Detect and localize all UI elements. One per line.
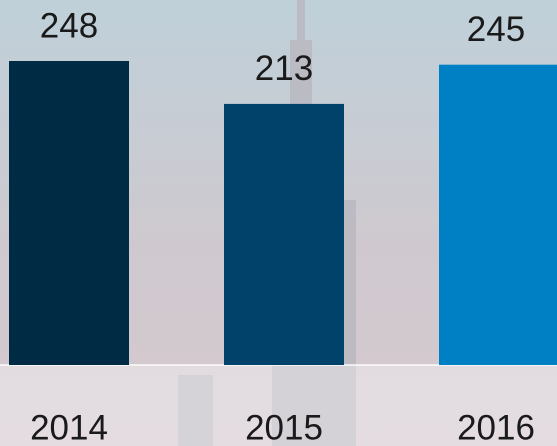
value-label: 248 (40, 6, 98, 45)
category-label: 2016 (457, 408, 535, 446)
value-label: 213 (255, 49, 313, 88)
bar (9, 61, 129, 365)
category-label: 2014 (30, 408, 108, 446)
category-label: 2015 (245, 408, 323, 446)
bar (439, 65, 557, 365)
value-label: 245 (467, 10, 525, 49)
chart: 248 2014 213 2015 245 2016 (0, 0, 557, 446)
bar (224, 104, 344, 365)
page: {"chart_data": {"type": "bar", "categori… (0, 0, 557, 446)
